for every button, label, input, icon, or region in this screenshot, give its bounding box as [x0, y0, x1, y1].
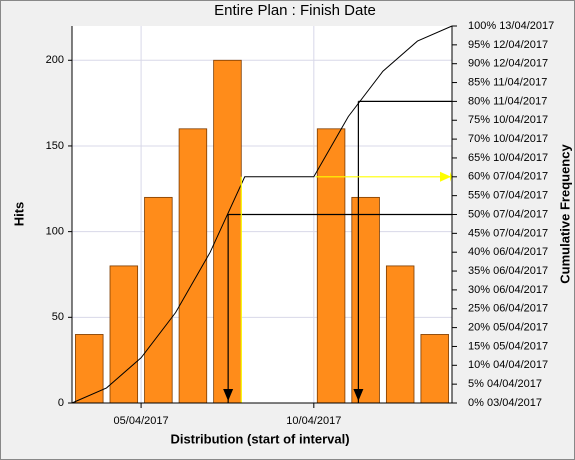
- y-tick-label: 200: [46, 54, 64, 66]
- y2-tick-label: 10% 04/04/2017: [468, 359, 548, 371]
- x-axis-label: Distribution (start of interval): [170, 431, 349, 446]
- y2-tick-label: 95% 12/04/2017: [468, 39, 548, 51]
- bar: [213, 59, 242, 404]
- bar: [420, 334, 449, 404]
- bar: [316, 128, 346, 404]
- y2-tick-label: 15% 05/04/2017: [468, 340, 548, 352]
- y2-tick-label: 85% 11/04/2017: [468, 76, 547, 88]
- y2-tick-label: 35% 06/04/2017: [468, 265, 548, 277]
- y2-tick-label: 50% 07/04/2017: [468, 208, 548, 220]
- y2-tick-label: 80% 11/04/2017: [468, 95, 547, 107]
- x-tick-label: 10/04/2017: [286, 415, 341, 427]
- y-tick-label: 50: [52, 311, 64, 323]
- x-tick-label: 05/04/2017: [114, 415, 169, 427]
- marker-arrow: [223, 389, 234, 401]
- y2-tick-label: 55% 07/04/2017: [468, 190, 548, 202]
- chart-title: Entire Plan : Finish Date: [214, 2, 376, 19]
- y2-tick-label: 60% 07/04/2017: [468, 171, 548, 183]
- bar: [385, 265, 415, 404]
- y2-axis-label: Cumulative Frequency: [557, 144, 572, 284]
- y-tick-label: 150: [46, 140, 64, 152]
- marker-arrow: [353, 389, 364, 401]
- y2-tick-label: 100% 13/04/2017: [468, 20, 554, 32]
- y2-tick-label: 5% 04/04/2017: [468, 378, 542, 390]
- y-axis-label: Hits: [11, 202, 26, 227]
- y2-tick-label: 25% 06/04/2017: [468, 303, 548, 315]
- bar: [75, 334, 104, 404]
- y-tick-label: 0: [58, 397, 64, 409]
- cumulative-line: [71, 25, 453, 404]
- bar: [109, 265, 139, 404]
- y2-tick-label: 0% 03/04/2017: [468, 397, 542, 409]
- y2-tick-label: 75% 10/04/2017: [468, 114, 548, 126]
- y2-tick-label: 30% 06/04/2017: [468, 284, 548, 296]
- marker-arrow: [440, 171, 451, 182]
- y2-tick-label: 70% 10/04/2017: [468, 133, 548, 145]
- y2-tick-label: 90% 12/04/2017: [468, 58, 548, 70]
- bar: [351, 196, 380, 404]
- y-tick-label: 100: [46, 226, 64, 238]
- y2-tick-label: 20% 05/04/2017: [468, 322, 548, 334]
- y2-tick-label: 45% 07/04/2017: [468, 227, 548, 239]
- y2-tick-label: 40% 06/04/2017: [468, 246, 548, 258]
- bar: [144, 196, 173, 404]
- y2-tick-label: 65% 10/04/2017: [468, 152, 548, 164]
